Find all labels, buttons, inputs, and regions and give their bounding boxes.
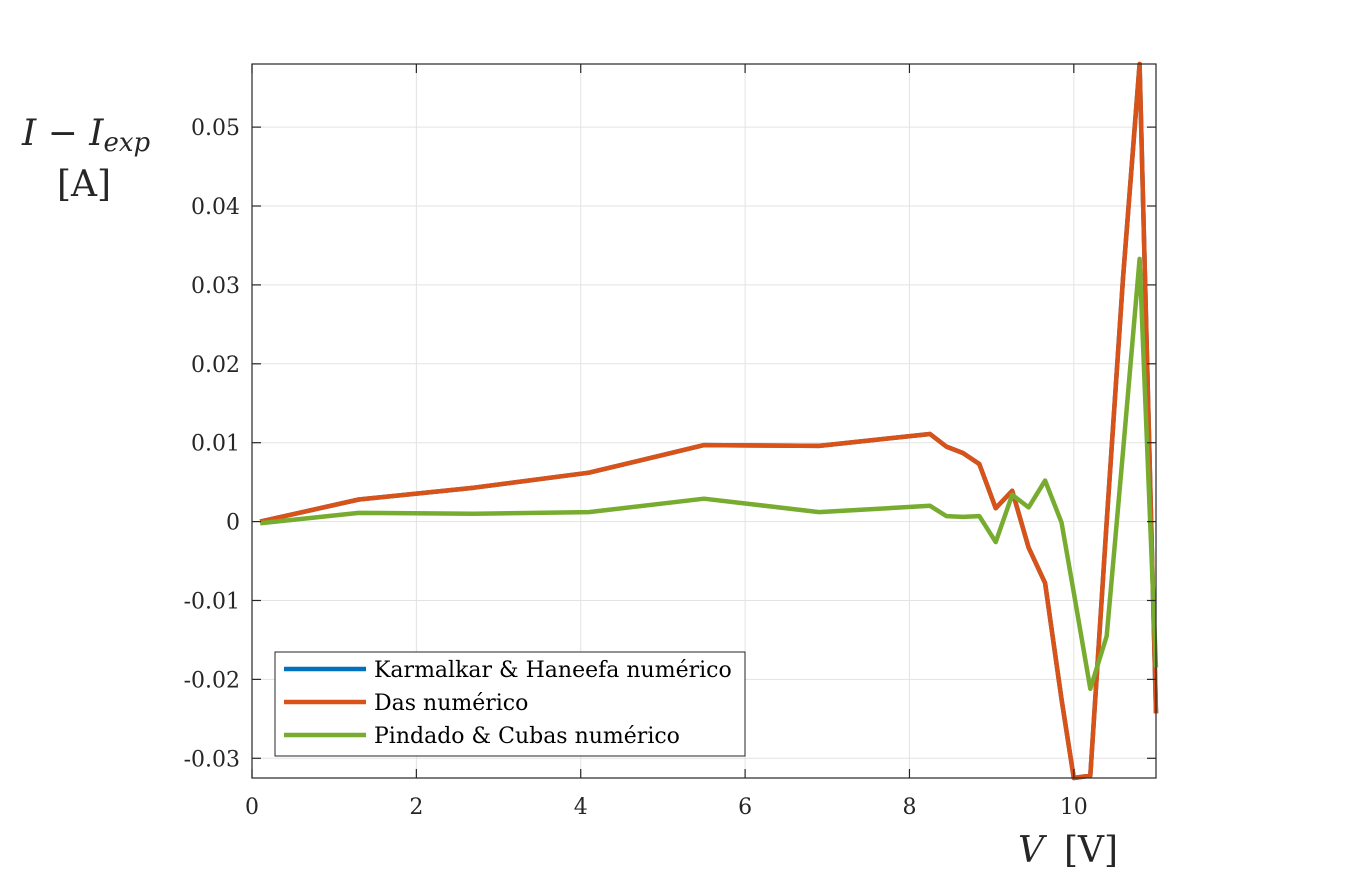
x-tick-label: 4 (574, 795, 588, 820)
plot-frame (251, 63, 1157, 779)
y-axis-label-subscript: exp (104, 128, 151, 158)
legend: Karmalkar & Haneefa numérico Das numérico… (274, 651, 746, 757)
y-tick-label: 0.05 (191, 116, 240, 141)
x-axis-unit: [V] (1064, 830, 1118, 871)
grid (251, 64, 1156, 778)
y-tick-label: 0.01 (191, 432, 240, 457)
series-line-2 (259, 61, 1159, 781)
x-tick-label: 2 (409, 795, 423, 820)
y-tick-label: 0.04 (191, 195, 240, 220)
x-tick-label: 0 (245, 795, 259, 820)
series-line-3 (259, 256, 1159, 692)
y-tick-label: -0.01 (184, 589, 240, 614)
x-tick-label: 6 (738, 795, 752, 820)
series-lines (259, 61, 1159, 781)
x-tick-label: 10 (1060, 795, 1088, 820)
tick-labels: 0 2 4 6 8 10 -0.03 -0.02 -0.01 0 0.01 0.02 0.03 0.04 0… (184, 116, 1088, 820)
y-tick-label: 0 (226, 511, 240, 536)
x-tick-label: 8 (902, 795, 916, 820)
legend-label-3: Pindado & Cubas numérico (374, 724, 680, 749)
ticks (251, 64, 1156, 778)
y-axis-unit: [A] (57, 164, 111, 205)
y-tick-label: -0.02 (184, 668, 240, 693)
legend-label-2: Das numérico (374, 691, 528, 716)
y-axis-label: I − Iexp (21, 113, 151, 158)
y-tick-label: 0.02 (191, 353, 240, 378)
x-axis-label: V (1018, 830, 1048, 871)
legend-label-1: Karmalkar & Haneefa numérico (374, 658, 732, 683)
y-tick-label: 0.03 (191, 274, 240, 299)
y-tick-label: -0.03 (184, 747, 240, 772)
